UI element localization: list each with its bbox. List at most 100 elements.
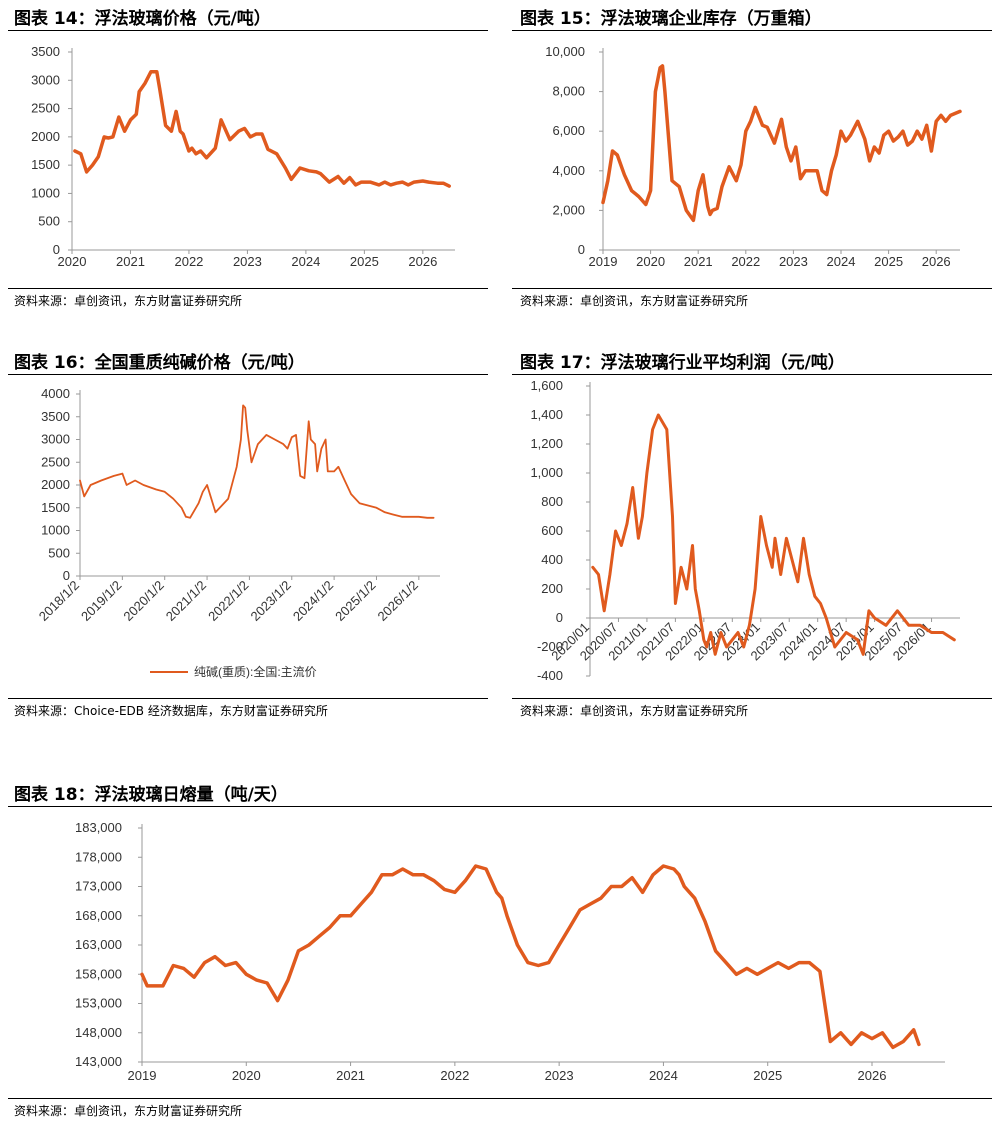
c15-y-tick-label: 6,000 [552,123,585,138]
chart-15-bottom-rule [512,288,992,289]
c18-x-tick-label: 2024 [649,1068,678,1083]
c15-y-tick-label: 10,000 [545,44,585,59]
c18-y-tick-label: 163,000 [75,937,122,952]
c14-y-tick-label: 2000 [31,129,60,144]
chart-15-plot: 0 2,000 4,000 6,000 8,000 10,000 2019 2020 2021 2… [545,44,962,269]
c17-y-tick-label: -400 [537,668,563,683]
c16-x-tick-label: 2020/1/2 [120,578,166,624]
c15-x-tick-label: 2021 [684,254,713,269]
c15-x-tick-label: 2019 [589,254,618,269]
chart-17-source: 资料来源：卓创资讯，东方财富证券研究所 [520,704,749,718]
chart-14-title: 图表 14：浮法玻璃价格（元/吨） [14,9,271,29]
c14-x-tick-label: 2022 [174,254,203,269]
c16-y-tick-label: 2000 [41,477,70,492]
c17-y-tick-label: 600 [541,523,563,538]
c15-y-tick-label: 2,000 [552,202,585,217]
chart-17-title: 图表 17：浮法玻璃行业平均利润（元/吨） [520,353,845,373]
c16-y-tick-label: 1000 [41,523,70,538]
chart-18-title: 图表 18：浮法玻璃日熔量（吨/天） [14,785,288,805]
c16-x-tick-label: 2023/1/2 [247,578,293,624]
c17-y-tick-label: 800 [541,494,563,509]
c17-y-tick-label: 400 [541,552,563,567]
c15-y-tick-label: 8,000 [552,84,585,99]
c16-x-tick-label: 2021/1/2 [163,578,209,624]
c15-y-tick-label: 0 [578,242,585,257]
c17-y-tick-label: 1,600 [530,378,563,393]
chart-14-bottom-rule [8,288,488,289]
c18-y-tick-label: 178,000 [75,849,122,864]
c14-x-tick-label: 2025 [350,254,379,269]
c16-y-tick-label: 500 [48,545,70,560]
c14-y-tick-label: 0 [53,242,60,257]
c17-y-tick-label: 0 [556,610,563,625]
chart-18-plot: 143,000 148,000 153,000 158,000 163,000 168,0… [75,820,945,1083]
c16-y-tick-label: 0 [63,568,70,583]
c14-x-tick-label: 2021 [116,254,145,269]
c14-y-tick-label: 2500 [31,101,60,116]
c16-x-tick-label: 2026/1/2 [375,578,421,624]
c14-x-tick-label: 2024 [291,254,320,269]
c18-x-tick-label: 2022 [440,1068,469,1083]
c18-y-tick-label: 183,000 [75,820,122,835]
c14-y-tick-label: 1500 [31,157,60,172]
c16-y-tick-label: 3500 [41,409,70,424]
c18-x-tick-label: 2023 [545,1068,574,1083]
c14-y-tick-label: 3000 [31,72,60,87]
c14-x-tick-label: 2020 [58,254,87,269]
c18-x-tick-label: 2026 [858,1068,887,1083]
c17-series-line [591,413,956,656]
c15-x-tick-label: 2022 [731,254,760,269]
c18-series-line [140,864,921,1050]
c16-y-tick-label: 1500 [41,500,70,515]
c15-y-tick-label: 4,000 [552,163,585,178]
chart-17-top-rule [512,374,992,375]
c16-x-tick-label: 2018/1/2 [36,578,82,624]
c14-y-tick-label: 1000 [31,185,60,200]
c14-series-line [73,70,451,188]
c18-y-tick-label: 173,000 [75,879,122,894]
c18-x-tick-label: 2025 [753,1068,782,1083]
chart-18-top-rule [8,806,992,807]
c17-y-tick-label: 200 [541,581,563,596]
c14-x-tick-label: 2026 [408,254,437,269]
chart-17-bottom-rule [512,698,992,699]
c17-y-tick-label: 1,200 [530,436,563,451]
c14-y-tick-label: 500 [38,214,60,229]
chart-16-source: 资料来源：Choice-EDB 经济数据库，东方财富证券研究所 [14,704,328,718]
c16-y-tick-label: 4000 [41,386,70,401]
chart-18-bottom-rule [8,1098,992,1099]
c14-x-tick-label: 2023 [233,254,262,269]
chart-17-plot: -400 -200 0 200 400 600 800 1,000 1,200 1,400 1,60… [530,378,960,683]
c16-legend-label: 纯碱(重质):全国:主流价 [194,664,317,679]
chart-18-source: 资料来源：卓创资讯，东方财富证券研究所 [14,1104,243,1118]
chart-15-source: 资料来源：卓创资讯，东方财富证券研究所 [520,294,749,308]
c16-y-tick-label: 3000 [41,432,70,447]
chart-16-plot: 0 500 1000 1500 2000 2500 3000 3500 4000 2018/1/2… [36,386,440,679]
c18-y-tick-label: 168,000 [75,908,122,923]
chart-14-plot: 0 500 1000 1500 2000 2500 3000 3500 2020 2021 2022… [31,44,455,269]
chart-16-title: 图表 16：全国重质纯碱价格（元/吨） [14,353,305,373]
chart-16-top-rule [8,374,488,375]
c17-y-tick-label: -200 [537,639,563,654]
c15-x-tick-label: 2020 [636,254,665,269]
c16-x-tick-label: 2022/1/2 [205,578,251,624]
c18-x-tick-label: 2020 [232,1068,261,1083]
c16-y-tick-label: 2500 [41,454,70,469]
c17-y-tick-label: 1,000 [530,465,563,480]
c18-y-tick-label: 158,000 [75,966,122,981]
c16-x-tick-label: 2024/1/2 [290,578,336,624]
c18-y-tick-label: 148,000 [75,1025,122,1040]
c15-x-tick-label: 2026 [922,254,951,269]
chart-16-bottom-rule [8,698,488,699]
c18-y-tick-label: 143,000 [75,1054,122,1069]
c15-x-tick-label: 2023 [779,254,808,269]
c16-x-tick-label: 2025/1/2 [332,578,378,624]
c15-x-tick-label: 2025 [874,254,903,269]
chart-15-title: 图表 15：浮法玻璃企业库存（万重箱） [520,9,822,29]
c14-y-tick-label: 3500 [31,44,60,59]
c15-x-tick-label: 2024 [827,254,856,269]
chart-14-source: 资料来源：卓创资讯，东方财富证券研究所 [14,294,243,308]
c15-series-line [601,64,962,223]
c16-x-tick-label: 2019/1/2 [78,578,124,624]
c16-series-line [79,404,435,519]
